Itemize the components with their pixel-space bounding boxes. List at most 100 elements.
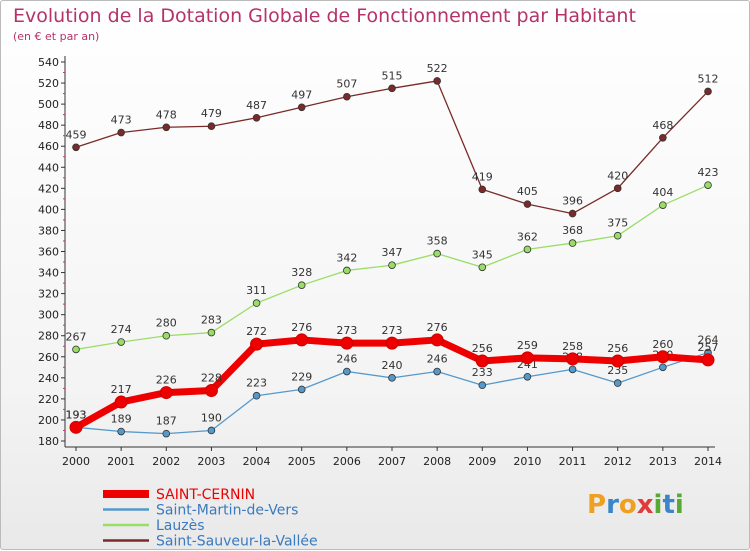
x-tick-label: 2000	[62, 455, 90, 468]
data-point	[385, 336, 399, 350]
data-label: 276	[427, 321, 448, 334]
logo-letter: x	[636, 490, 654, 520]
data-label: 273	[336, 324, 357, 337]
legend-label: Saint-Martin-de-Vers	[156, 503, 298, 519]
data-point	[207, 122, 216, 131]
data-label: 256	[607, 342, 628, 355]
data-point	[297, 103, 306, 112]
data-label: 347	[382, 246, 403, 259]
x-tick-label: 2007	[378, 455, 406, 468]
data-point	[613, 184, 622, 193]
logo-letter: P	[587, 490, 607, 520]
x-tick-label: 2004	[243, 455, 271, 468]
data-point	[159, 386, 173, 400]
logo-letter: o	[618, 490, 637, 520]
data-label: 342	[336, 251, 357, 264]
data-label: 272	[246, 325, 267, 338]
data-point	[611, 354, 625, 368]
data-point	[613, 379, 622, 387]
chart-subtitle: (en € et par an)	[13, 30, 100, 43]
data-label: 419	[472, 170, 493, 183]
data-point	[478, 263, 487, 272]
data-point	[204, 383, 218, 397]
y-tick-label: 280	[38, 330, 59, 343]
legend-label: Saint-Sauveur-la-Vallée	[156, 534, 318, 550]
data-label: 258	[562, 340, 583, 353]
x-tick-label: 2014	[694, 455, 722, 468]
data-point	[340, 336, 354, 350]
data-point	[659, 134, 667, 142]
y-tick-label: 440	[38, 161, 59, 174]
data-label: 260	[652, 338, 673, 351]
x-tick-label: 2010	[513, 455, 541, 468]
y-tick-label: 400	[38, 203, 59, 216]
data-point	[252, 113, 261, 122]
data-label: 362	[517, 230, 538, 243]
data-point	[117, 338, 125, 346]
data-label: 233	[472, 366, 493, 379]
data-label: 235	[607, 364, 628, 377]
data-label: 256	[472, 342, 493, 355]
data-label: 345	[472, 248, 493, 261]
data-label: 189	[111, 413, 132, 426]
data-point	[568, 209, 577, 218]
y-tick-label: 180	[38, 435, 59, 448]
data-label: 368	[562, 224, 583, 237]
y-tick-label: 360	[38, 246, 59, 259]
data-point	[433, 249, 441, 258]
y-tick-label: 380	[38, 224, 59, 237]
data-label: 423	[698, 166, 719, 179]
data-point	[523, 200, 532, 208]
data-label: 276	[291, 321, 312, 334]
data-label: 328	[291, 266, 312, 279]
x-tick-label: 2003	[197, 455, 225, 468]
data-label: 187	[156, 415, 177, 428]
data-label: 487	[246, 99, 267, 112]
y-tick-label: 320	[38, 288, 59, 301]
data-label: 478	[156, 108, 177, 121]
data-label: 226	[156, 374, 177, 387]
data-label: 507	[336, 78, 357, 91]
data-point	[388, 261, 396, 269]
data-point	[475, 354, 489, 368]
data-point	[701, 353, 715, 367]
x-tick-label: 2001	[107, 455, 135, 468]
data-point	[388, 374, 396, 382]
data-label: 280	[156, 317, 177, 330]
data-label: 264	[698, 334, 719, 347]
data-point	[704, 87, 712, 96]
data-point	[252, 299, 261, 307]
y-tick-label: 420	[38, 182, 59, 195]
data-point	[343, 367, 351, 376]
data-label: 459	[66, 128, 87, 141]
data-label: 193	[66, 408, 87, 421]
y-tick-label: 460	[38, 140, 59, 153]
data-point	[295, 333, 309, 347]
y-tick-label: 240	[38, 372, 59, 385]
y-tick-label: 220	[38, 393, 59, 406]
chart-title: Evolution de la Dotation Globale de Fonc…	[13, 5, 636, 27]
x-tick-label: 2009	[468, 455, 496, 468]
data-point	[568, 239, 577, 247]
data-label: 396	[562, 195, 583, 208]
data-label: 405	[517, 185, 538, 198]
data-point	[478, 185, 487, 194]
y-tick-label: 340	[38, 267, 59, 280]
data-label: 246	[336, 353, 357, 366]
data-label: 468	[652, 119, 673, 132]
data-point	[297, 385, 306, 394]
data-label: 273	[382, 324, 403, 337]
data-point	[613, 231, 622, 240]
data-point	[523, 372, 532, 381]
y-tick-label: 260	[38, 351, 59, 364]
data-point	[207, 328, 216, 337]
data-label: 217	[111, 383, 132, 396]
data-label: 267	[66, 330, 87, 343]
data-label: 193	[66, 408, 87, 421]
data-point	[433, 77, 441, 85]
data-label: 311	[246, 284, 267, 297]
y-tick-label: 480	[38, 119, 59, 132]
data-point	[704, 181, 712, 189]
